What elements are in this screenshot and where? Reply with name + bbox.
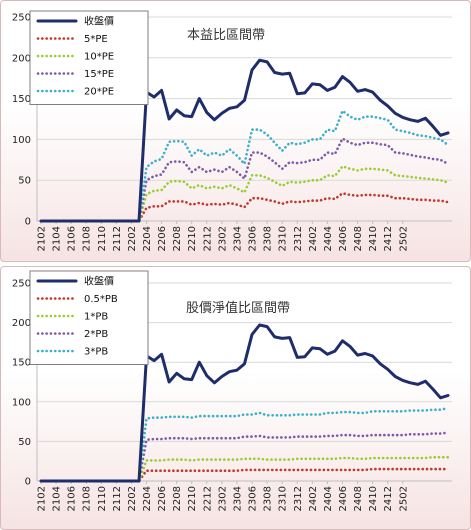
x-tick-label: 2410 bbox=[368, 226, 379, 251]
series-line bbox=[39, 455, 450, 483]
x-tick-label: 2304 bbox=[232, 486, 243, 511]
x-tick-label: 2104 bbox=[52, 226, 63, 251]
x-tick-label: 2412 bbox=[383, 226, 394, 251]
x-tick-label: 2308 bbox=[263, 486, 274, 511]
y-tick-label: 50 bbox=[18, 437, 31, 448]
pe-band-chart-panel: 0 50 100 150 200 250 2102 2104 2106 2108 2110 2112 2… bbox=[0, 0, 471, 262]
y-tick-label: 100 bbox=[12, 397, 31, 408]
series-line bbox=[39, 109, 450, 223]
x-tick-label: 2302 bbox=[217, 486, 228, 511]
series-line bbox=[39, 192, 450, 223]
x-tick-label: 2108 bbox=[82, 226, 93, 251]
x-tick-label: 2210 bbox=[187, 226, 198, 251]
x-tick-label: 2204 bbox=[142, 486, 153, 511]
x-tick-label: 2212 bbox=[202, 486, 213, 511]
chart-title: 本益比區間帶 bbox=[187, 28, 265, 43]
x-tick-label: 2304 bbox=[232, 226, 243, 251]
x-tick-label: 2110 bbox=[97, 486, 108, 511]
y-tick-label: 50 bbox=[18, 176, 31, 187]
x-tick-label: 2202 bbox=[127, 226, 138, 251]
legend-label: 20*PE bbox=[84, 87, 114, 98]
x-tick-label: 2310 bbox=[278, 486, 289, 511]
x-tick-label: 2502 bbox=[398, 486, 409, 511]
x-tick-label: 2208 bbox=[172, 226, 183, 251]
x-tick-label: 2104 bbox=[52, 486, 63, 511]
legend-label: 5*PE bbox=[84, 34, 108, 45]
legend-label: 0.5*PB bbox=[84, 294, 118, 305]
x-tick-label: 2404 bbox=[323, 486, 334, 511]
series-line bbox=[39, 323, 450, 483]
y-tick-label: 0 bbox=[25, 217, 31, 228]
x-tick-label: 2212 bbox=[202, 226, 213, 251]
x-tick-label: 2308 bbox=[263, 226, 274, 251]
legend-box bbox=[29, 270, 149, 365]
y-tick-label: 0 bbox=[25, 477, 31, 488]
y-tick-label: 150 bbox=[12, 94, 31, 105]
series-line bbox=[39, 467, 450, 483]
series-line bbox=[39, 406, 450, 483]
x-tick-label: 2108 bbox=[82, 486, 93, 511]
x-tick-label: 2406 bbox=[338, 486, 349, 511]
legend-label: 2*PB bbox=[84, 329, 108, 340]
y-tick-label: 200 bbox=[12, 318, 31, 329]
x-tick-label: 2208 bbox=[172, 486, 183, 511]
x-tick-label: 2406 bbox=[338, 226, 349, 251]
x-tick-label: 2202 bbox=[127, 486, 138, 511]
y-tick-label: 250 bbox=[12, 13, 31, 24]
x-tick-label: 2302 bbox=[217, 226, 228, 251]
x-tick-label: 2106 bbox=[67, 486, 78, 511]
series-line bbox=[39, 58, 450, 223]
y-tick-label: 100 bbox=[12, 135, 31, 146]
x-tick-label: 2112 bbox=[112, 226, 123, 251]
x-tick-label: 2204 bbox=[142, 226, 153, 251]
x-tick-label: 2408 bbox=[353, 486, 364, 511]
x-tick-label: 2206 bbox=[157, 486, 168, 511]
x-tick-label: 2410 bbox=[368, 486, 379, 511]
legend-label: 1*PB bbox=[84, 312, 108, 323]
x-tick-label: 2112 bbox=[112, 486, 123, 511]
legend-label: 收盤價 bbox=[84, 275, 114, 288]
x-tick-label: 2402 bbox=[308, 486, 319, 511]
legend-label: 15*PE bbox=[84, 69, 114, 80]
x-tick-label: 2502 bbox=[398, 226, 409, 251]
legend-label: 收盤價 bbox=[84, 15, 114, 28]
pb-band-chart: 0 50 100 150 200 250 2102 2104 2106 2108 2110 2112 2… bbox=[12, 270, 452, 511]
x-tick-label: 2310 bbox=[278, 226, 289, 251]
x-tick-label: 2306 bbox=[248, 226, 259, 251]
legend-label: 3*PB bbox=[84, 347, 108, 358]
y-tick-label: 150 bbox=[12, 358, 31, 369]
x-tick-label: 2106 bbox=[67, 226, 78, 251]
x-tick-label: 2412 bbox=[383, 486, 394, 511]
x-tick-label: 2408 bbox=[353, 226, 364, 251]
series-line bbox=[39, 165, 450, 223]
x-tick-label: 2404 bbox=[323, 226, 334, 251]
x-tick-label: 2306 bbox=[248, 486, 259, 511]
y-tick-label: 200 bbox=[12, 53, 31, 64]
legend-label: 10*PE bbox=[84, 52, 114, 63]
chart-title: 股價淨值比區間帶 bbox=[186, 300, 290, 316]
x-tick-label: 2102 bbox=[37, 486, 48, 511]
legend: 收盤價 5*PE 10*PE 15*PE 20*PE bbox=[29, 10, 149, 105]
x-tick-label: 2206 bbox=[157, 226, 168, 251]
x-tick-label: 2312 bbox=[293, 226, 304, 251]
x-tick-label: 2402 bbox=[308, 226, 319, 251]
y-tick-label: 250 bbox=[12, 279, 31, 290]
pb-band-chart-panel: 0 50 100 150 200 250 2102 2104 2106 2108 2110 2112 2… bbox=[0, 266, 471, 530]
pe-band-chart: 0 50 100 150 200 250 2102 2104 2106 2108 2110 2112 2… bbox=[12, 10, 452, 251]
x-tick-label: 2210 bbox=[187, 486, 198, 511]
x-tick-label: 2102 bbox=[37, 226, 48, 251]
x-tick-label: 2312 bbox=[293, 486, 304, 511]
legend: 收盤價 0.5*PB 1*PB 2*PB 3*PB bbox=[29, 270, 149, 365]
legend-box bbox=[29, 10, 149, 105]
x-tick-label: 2110 bbox=[97, 226, 108, 251]
